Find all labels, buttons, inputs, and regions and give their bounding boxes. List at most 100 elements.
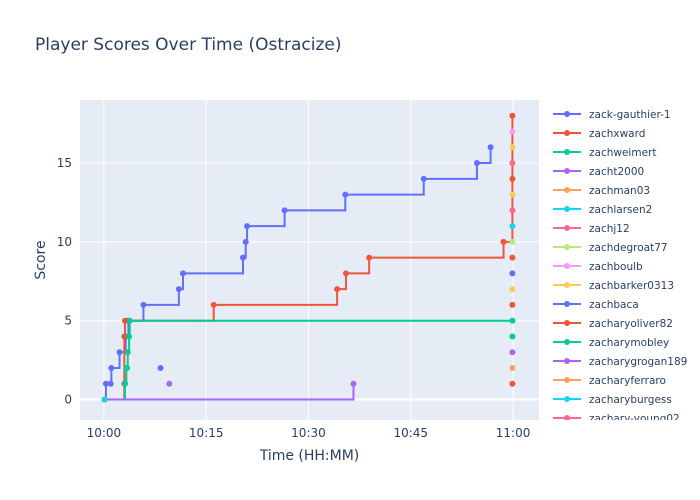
point-zack-gauthier-1 — [240, 254, 247, 261]
legend-item-label: zacharyburgess — [589, 394, 672, 406]
legend-item-label: zacharyferraro — [589, 375, 666, 387]
plot-area — [80, 100, 539, 420]
legend-item-label: zack-gauthier-1 — [589, 109, 671, 121]
point-zack-gauthier-1 — [102, 380, 109, 387]
point-zack-gauthier-1 — [487, 144, 494, 151]
series-line-zack-gauthier-1 — [104, 147, 492, 401]
legend-item-label: zachary-young02 — [589, 413, 680, 425]
legend-marker — [564, 320, 570, 326]
point-zack-gauthier-1 — [175, 286, 182, 293]
point-zachxward — [334, 286, 341, 293]
point-zachweimert — [126, 317, 133, 324]
y-axis-title: Score — [33, 240, 49, 279]
legend-item-label: zachbaca — [589, 299, 639, 311]
legend-item-label: zachbarker0313 — [589, 280, 674, 292]
point-zachj12 — [509, 160, 516, 167]
point-zachlarsen2 — [101, 396, 108, 403]
legend-marker — [564, 415, 570, 420]
point-zack-gauthier-1 — [473, 160, 480, 167]
point-zack-gauthier-1 — [244, 223, 251, 230]
legend-item-label: zacht2000 — [589, 166, 644, 178]
legend-marker — [564, 263, 570, 269]
point-zachboulb — [509, 128, 516, 135]
point-zachxward — [342, 270, 349, 277]
legend-item-label: zachboulb — [589, 261, 643, 273]
legend-marker — [564, 111, 570, 117]
legend-item-label: zachlarsen2 — [589, 204, 652, 216]
legend-marker — [564, 282, 570, 288]
point-zachdegroat77 — [509, 238, 516, 245]
legend-marker — [564, 225, 570, 231]
legend-marker — [564, 358, 570, 364]
legend-item-label: zacharyoliver82 — [589, 318, 673, 330]
legend-marker — [564, 206, 570, 212]
legend-item-label: zachj12 — [589, 223, 630, 235]
point-zacharyburgess — [509, 223, 516, 230]
point-zachxward — [509, 112, 516, 119]
point-zack-gauthier-1 — [140, 301, 147, 308]
x-tick-label: 10:45 — [393, 426, 428, 440]
legend-marker — [564, 149, 570, 155]
axis-ticks: 10:00 10:15 10:30 10:45 11:00 0 5 10 15 — [57, 156, 531, 440]
point-zack-gauthier-1 — [242, 238, 249, 245]
point-zacharymobley — [509, 333, 516, 340]
data-point — [509, 144, 516, 151]
x-tick-label: 10:00 — [87, 426, 122, 440]
y-tick-label: 10 — [57, 235, 72, 249]
point-zachxward — [121, 333, 128, 340]
point-zachweimert — [509, 317, 516, 324]
data-point — [166, 380, 173, 387]
data-point — [509, 254, 516, 261]
data-point — [509, 191, 516, 198]
point-zachweimert — [122, 380, 129, 387]
legend-marker — [564, 244, 570, 250]
point-zachxward — [210, 301, 217, 308]
legend-marker — [564, 130, 570, 136]
point-zack-gauthier-1 — [179, 270, 186, 277]
legend-marker — [564, 187, 570, 193]
point-zack-gauthier-1 — [420, 175, 427, 182]
point-zachweimert — [126, 333, 133, 340]
x-axis-title: Time (HH:MM) — [259, 448, 360, 464]
legend-marker — [564, 377, 570, 383]
point-zack-gauthier-1 — [116, 349, 123, 356]
y-tick-label: 0 — [64, 393, 72, 407]
legend-item-label: zachxward — [589, 128, 645, 140]
legend: zack-gauthier-1 zachxward zachweimert zacht… — [553, 109, 687, 425]
legend-item-label: zachweimert — [589, 147, 656, 159]
legend-marker — [564, 168, 570, 174]
legend-item-label: zacharygrogan189 — [589, 356, 687, 368]
legend-marker — [564, 396, 570, 402]
point-zack-gauthier-1 — [281, 207, 288, 214]
point-zacharyoliver82 — [509, 175, 516, 182]
point-zacht2000 — [350, 380, 357, 387]
data-point — [124, 364, 131, 371]
point-zachary-young02 — [509, 207, 516, 214]
point-zack-gauthier-1 — [107, 380, 114, 387]
x-tick-label: 10:30 — [291, 426, 326, 440]
chart-title: Player Scores Over Time (Ostracize) — [35, 35, 342, 55]
point-zacharygrogan189 — [509, 349, 516, 356]
legend-item-label: zachman03 — [589, 185, 650, 197]
point-zachxward — [366, 254, 373, 261]
point-zachxward — [500, 238, 507, 245]
point-zacharyferraro — [509, 364, 516, 371]
point-zack-gauthier-1 — [342, 191, 349, 198]
legend-marker — [564, 339, 570, 345]
point-zachbarker0313 — [509, 286, 516, 293]
legend-item-label: zacharymobley — [589, 337, 669, 349]
legend-marker — [564, 301, 570, 307]
legend-item-label: zachdegroat77 — [589, 242, 668, 254]
point-zack-gauthier-1 — [108, 364, 115, 371]
series-markers — [101, 112, 516, 403]
series-line-zacht2000 — [104, 383, 355, 401]
x-tick-label: 10:15 — [189, 426, 224, 440]
data-point — [157, 364, 164, 371]
data-point — [509, 380, 516, 387]
data-point — [509, 301, 516, 308]
point-zachbaca — [509, 270, 516, 277]
point-zachweimert — [124, 349, 131, 356]
x-tick-label: 11:00 — [496, 426, 531, 440]
y-tick-label: 15 — [57, 156, 72, 170]
